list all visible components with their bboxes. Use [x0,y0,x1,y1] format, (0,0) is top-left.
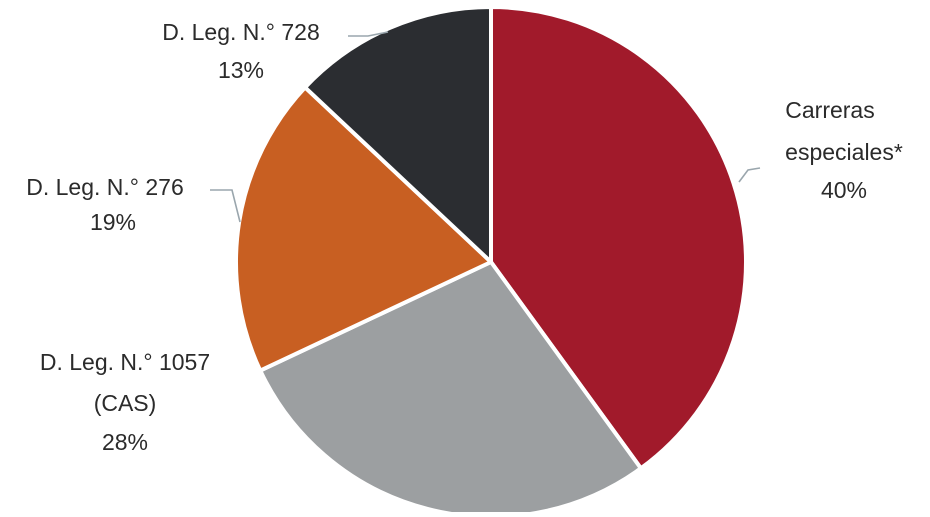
label-group-d-leg-728: D. Leg. N.° 728 13% [162,19,320,83]
slice-value-d-leg-728: 13% [218,57,264,83]
leader-line-d-leg-728 [348,31,389,37]
pie-slice-d-leg-728 [303,5,493,264]
leader-line-carreras-especiales [738,167,761,183]
leader-line-d-leg-276 [210,189,241,223]
label-group-d-leg-1057: D. Leg. N.° 1057 (CAS) 28% [40,349,210,455]
slice-value-d-leg-1057: 28% [102,429,148,455]
label-group-carreras-especiales: Carreras especiales* 40% [785,97,903,203]
slice-label-carreras-especiales-line-1: Carreras [785,97,874,123]
slice-label-d-leg-728: D. Leg. N.° 728 [162,19,320,45]
slice-label-d-leg-1057-line-1: D. Leg. N.° 1057 [40,349,210,375]
pie-slice-d-leg-1057 [258,260,643,517]
slice-value-d-leg-276: 19% [90,209,136,235]
slices-layer [234,5,748,517]
pie-slice-carreras-especiales [489,5,748,471]
slice-label-carreras-especiales-line-2: especiales* [785,139,903,165]
slice-label-d-leg-276: D. Leg. N.° 276 [26,174,184,200]
leader-lines-layer [210,31,761,223]
slice-value-carreras-especiales: 40% [821,177,867,203]
label-group-d-leg-276: D. Leg. N.° 276 19% [26,174,184,235]
slice-label-d-leg-1057-line-2: (CAS) [94,390,157,416]
